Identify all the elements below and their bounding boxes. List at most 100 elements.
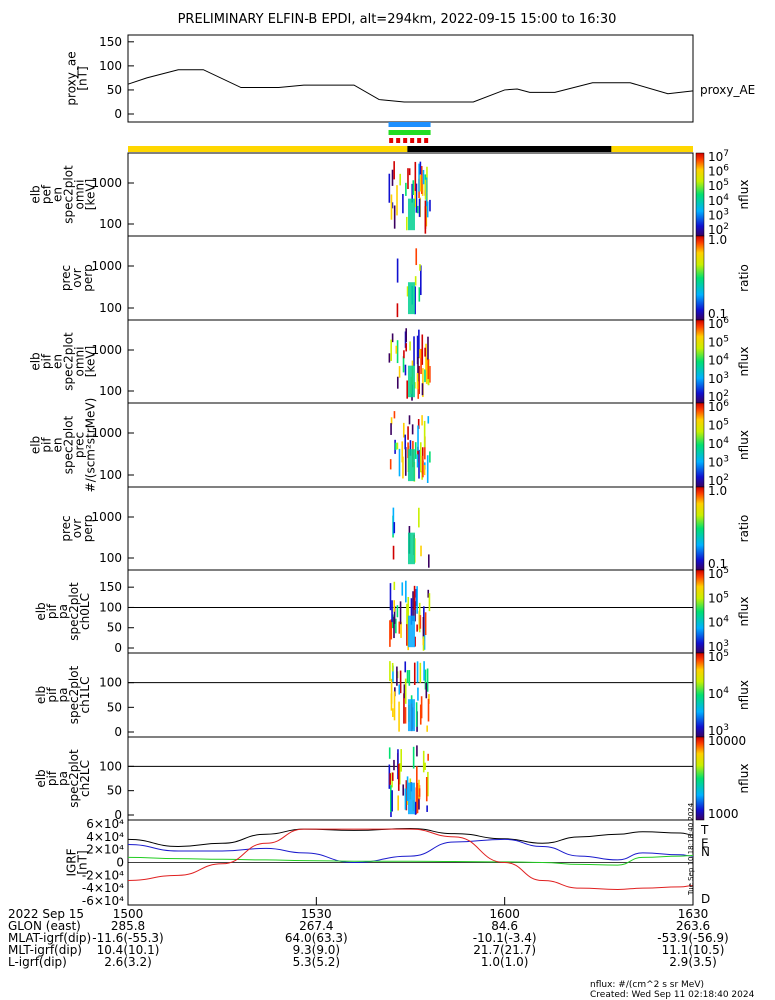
status-red-dash bbox=[403, 138, 408, 143]
spectrogram-cell bbox=[419, 662, 422, 683]
ytick-igrf: 0 bbox=[116, 856, 124, 870]
legend-igrf-T: T bbox=[700, 823, 709, 837]
colorbar-tick-prec_ovr_perp_i: 0.1 bbox=[708, 557, 727, 571]
ytick-elb_pif_pa_ch2: 100 bbox=[99, 759, 122, 773]
colorbar-tick-elb_pif_pa_ch0: 104 bbox=[708, 615, 729, 630]
spectrogram-cell bbox=[424, 762, 426, 770]
colorbar-tick-prec_ovr_perp_i: 1.0 bbox=[708, 484, 727, 498]
spectrogram-cell bbox=[424, 436, 426, 460]
ytick-elb_pif_pa_ch0: 100 bbox=[99, 600, 122, 614]
time-column-value: 64.0(63.3) bbox=[285, 931, 348, 945]
spectrogram-cell bbox=[404, 434, 407, 450]
colorbar-tick-elb_pif_pa_ch1: 105 bbox=[708, 649, 729, 664]
colorbar-elb_pif_pa_ch2 bbox=[695, 736, 705, 821]
ylabel-elb_pif_en-line: en bbox=[51, 354, 65, 369]
ylabel-elb_pif_en-line: elb bbox=[29, 352, 43, 370]
spectrogram-cell bbox=[426, 201, 429, 218]
ylabel-elb_pif_pa_ch1-line: pa bbox=[56, 688, 70, 703]
spectrogram-core bbox=[407, 699, 415, 732]
spectrogram-cell bbox=[409, 341, 411, 351]
ylabel-prec_ovr_perp_i-line: ovr bbox=[70, 519, 84, 538]
colorbar-elb_pef_en bbox=[695, 152, 705, 237]
colorbar-tick-elb_pif_pa_ch1: 104 bbox=[708, 686, 729, 701]
ylabel-elb_pef_en-line: elb bbox=[29, 185, 43, 203]
spectrogram-cell bbox=[424, 206, 427, 234]
ylabel-prec_ovr_perp_i-line: perp bbox=[81, 515, 95, 543]
spectrogram-core bbox=[407, 365, 415, 398]
spectrogram-cell bbox=[398, 366, 401, 378]
ylabel-prec_ovr_perp_e-line: ovr bbox=[70, 268, 84, 287]
spectrogram-cell bbox=[388, 764, 391, 789]
spectrogram-cell bbox=[425, 208, 428, 227]
time-column-value: 1630 bbox=[678, 907, 709, 921]
status-red-dash bbox=[417, 138, 422, 143]
spectrogram-cell bbox=[392, 507, 395, 535]
spectrogram-cell bbox=[428, 593, 431, 612]
spectrogram-cell bbox=[396, 376, 399, 389]
spectrogram-cell bbox=[406, 624, 408, 646]
ytick-igrf: 2×10⁴ bbox=[86, 843, 124, 857]
spectrogram-cell bbox=[405, 580, 407, 603]
ytick-elb_pif_pa_ch0: 50 bbox=[107, 621, 122, 635]
spectrogram-cell bbox=[415, 248, 418, 266]
spectrogram-cell bbox=[402, 193, 404, 214]
spectrogram-cell bbox=[408, 168, 411, 176]
spectrogram-cell bbox=[425, 357, 428, 384]
ylabel-elb_pif_en_prec-line: en bbox=[51, 438, 65, 453]
colorbar-label-elb_pif_en_prec-line: nflux bbox=[737, 430, 751, 460]
spectrogram-cell bbox=[419, 615, 422, 629]
spectrogram-cell bbox=[418, 163, 420, 192]
spectrogram-cell bbox=[398, 763, 401, 785]
colorbar-tick-elb_pif_en: 105 bbox=[708, 334, 729, 349]
ylabel-elb_pif_en_prec-line: elb bbox=[29, 436, 43, 454]
igrf-series-T bbox=[127, 827, 694, 847]
spectrogram-cell bbox=[388, 747, 391, 759]
spectrogram-cell bbox=[416, 335, 419, 365]
time-column-value: -10.1(-3.4) bbox=[473, 931, 537, 945]
spectrogram-cell bbox=[418, 449, 420, 479]
colorbar-tick-elb_pef_en: 107 bbox=[708, 149, 729, 164]
spectrogram-cell bbox=[393, 759, 395, 771]
spectrogram-cell bbox=[426, 668, 429, 692]
spectrogram-cell bbox=[395, 618, 397, 634]
spectrogram-cell bbox=[421, 415, 423, 426]
spectrogram-cell bbox=[423, 627, 426, 650]
ylabel-elb_pif_pa_ch1-line: pif bbox=[45, 687, 59, 703]
time-column-value: 1530 bbox=[301, 907, 332, 921]
ylabel-proxy_ae: proxy_ae[nT] bbox=[65, 51, 90, 105]
spectrogram-cell bbox=[424, 369, 426, 383]
ytick-elb_pif_pa_ch1: 100 bbox=[99, 676, 122, 690]
spectrogram-cell bbox=[412, 591, 414, 622]
spectrogram-cell bbox=[429, 366, 431, 383]
colorbar-tick-elb_pif_en: 103 bbox=[708, 371, 729, 386]
spectrogram-cell bbox=[406, 380, 409, 399]
side-stamp: Tue Sep 10 18:18:40 2024 bbox=[687, 802, 695, 896]
spectrogram-cell bbox=[414, 188, 417, 208]
ylabel-elb_pif_pa_ch2-line: spec2plot bbox=[67, 749, 81, 808]
spectrogram-cell bbox=[427, 753, 429, 761]
spectrogram-cell bbox=[421, 383, 424, 396]
colorbar-prec_ovr_perp_e bbox=[695, 235, 705, 321]
spectrogram-cell bbox=[396, 303, 399, 318]
time-row-label: 2022 Sep 15 bbox=[8, 907, 84, 921]
colorbar-elb_pif_pa_ch0 bbox=[695, 569, 705, 654]
ylabel-elb_pef_en-line: en bbox=[51, 187, 65, 202]
status-segment bbox=[611, 146, 693, 152]
spectrogram-cell bbox=[397, 763, 400, 791]
spectrogram-cell bbox=[402, 422, 405, 438]
spectrogram-cell bbox=[417, 687, 419, 701]
ytick-elb_pif_en: 100 bbox=[99, 384, 122, 398]
spectrogram-cell bbox=[397, 749, 399, 780]
spectrogram-cell bbox=[389, 459, 392, 470]
spectrogram-cell bbox=[415, 183, 418, 213]
colorbar-tick-elb_pif_pa_ch0: 103 bbox=[708, 639, 729, 654]
spectrogram-cell bbox=[390, 785, 392, 813]
spectrogram-cell bbox=[407, 168, 409, 190]
spectrogram-cell bbox=[414, 442, 417, 459]
ylabel-elb_pif_en_prec-line: pif bbox=[40, 437, 54, 453]
